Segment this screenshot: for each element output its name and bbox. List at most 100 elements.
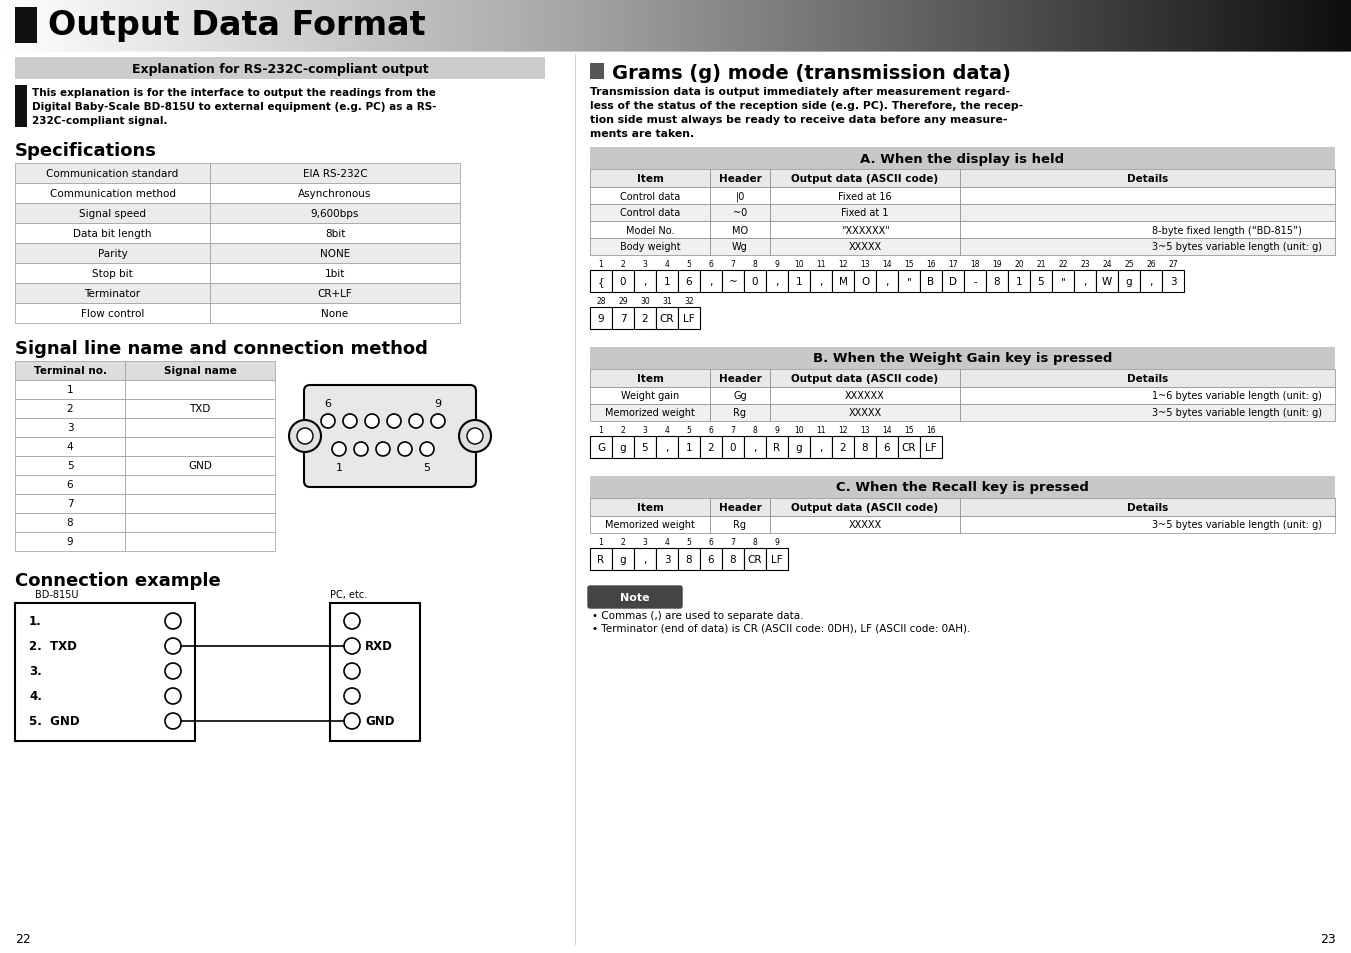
- Bar: [711, 239, 770, 255]
- Text: Details: Details: [1127, 374, 1169, 384]
- Bar: [15, 184, 209, 204]
- Text: 3: 3: [643, 537, 647, 546]
- Text: Connection example: Connection example: [15, 572, 220, 589]
- Text: XXXXXX: XXXXXX: [846, 391, 885, 401]
- Text: 1: 1: [598, 426, 604, 435]
- Text: 13: 13: [861, 260, 870, 269]
- Bar: [1008, 271, 1029, 293]
- Text: 1: 1: [663, 276, 670, 287]
- Bar: [590, 239, 711, 255]
- Text: 1: 1: [796, 276, 802, 287]
- Bar: [961, 170, 1335, 188]
- Text: C. When the Recall key is pressed: C. When the Recall key is pressed: [836, 481, 1089, 494]
- Text: 21: 21: [1036, 260, 1046, 269]
- Text: Memorized weight: Memorized weight: [605, 520, 694, 530]
- Bar: [634, 548, 657, 571]
- Bar: [209, 304, 459, 324]
- Bar: [678, 308, 700, 330]
- Text: Item: Item: [636, 502, 663, 513]
- Text: 8: 8: [730, 555, 736, 564]
- Bar: [590, 308, 612, 330]
- Text: ,: ,: [1084, 276, 1086, 287]
- Text: D: D: [948, 276, 957, 287]
- Text: CR: CR: [659, 314, 674, 324]
- Text: Control data: Control data: [620, 192, 680, 201]
- Text: 3~5 bytes variable length (unit: g): 3~5 bytes variable length (unit: g): [1151, 242, 1321, 253]
- Bar: [634, 308, 657, 330]
- Text: 3: 3: [66, 423, 73, 433]
- Text: CR: CR: [901, 442, 916, 453]
- Text: 8: 8: [66, 518, 73, 528]
- Circle shape: [345, 663, 359, 679]
- Text: 22: 22: [15, 932, 31, 945]
- Text: |0: |0: [735, 191, 744, 201]
- Text: XXXXX: XXXXX: [848, 408, 882, 418]
- Bar: [590, 388, 711, 405]
- Text: 8: 8: [862, 442, 869, 453]
- Text: 9: 9: [435, 398, 442, 409]
- Text: Output Data Format: Output Data Format: [49, 10, 426, 43]
- Text: 6: 6: [686, 276, 692, 287]
- Text: 1.: 1.: [28, 615, 42, 628]
- Bar: [126, 399, 276, 418]
- Bar: [209, 184, 459, 204]
- Text: ,: ,: [665, 442, 669, 453]
- Text: 7: 7: [731, 537, 735, 546]
- Text: Item: Item: [636, 173, 663, 184]
- Bar: [711, 498, 770, 517]
- Text: ,: ,: [775, 276, 778, 287]
- Bar: [1052, 271, 1074, 293]
- Bar: [612, 308, 634, 330]
- Text: 8: 8: [753, 260, 758, 269]
- Text: 8: 8: [994, 276, 1000, 287]
- Text: 28: 28: [596, 296, 605, 306]
- Text: 25: 25: [1124, 260, 1133, 269]
- Text: XXXXX: XXXXX: [848, 242, 882, 253]
- Bar: [961, 517, 1335, 534]
- Bar: [788, 271, 811, 293]
- Text: ,: ,: [819, 442, 823, 453]
- Bar: [832, 271, 854, 293]
- Bar: [209, 264, 459, 284]
- Circle shape: [459, 420, 490, 453]
- Text: ": ": [907, 276, 912, 287]
- Text: 1: 1: [598, 537, 604, 546]
- Text: 13: 13: [861, 426, 870, 435]
- Text: 9,600bps: 9,600bps: [311, 209, 359, 219]
- Bar: [15, 204, 209, 224]
- Text: 22: 22: [1058, 260, 1067, 269]
- Bar: [678, 548, 700, 571]
- Bar: [711, 205, 770, 222]
- Text: Weight gain: Weight gain: [621, 391, 680, 401]
- Text: ": ": [1061, 276, 1066, 287]
- Text: {: {: [597, 276, 604, 287]
- Bar: [590, 170, 711, 188]
- Text: 9: 9: [774, 537, 780, 546]
- Text: Body weight: Body weight: [620, 242, 681, 253]
- Text: 1~6 bytes variable length (unit: g): 1~6 bytes variable length (unit: g): [1151, 391, 1321, 401]
- Circle shape: [365, 415, 380, 429]
- Circle shape: [343, 415, 357, 429]
- Text: ments are taken.: ments are taken.: [590, 129, 694, 139]
- Bar: [15, 284, 209, 304]
- Text: 11: 11: [816, 426, 825, 435]
- Circle shape: [322, 415, 335, 429]
- Circle shape: [345, 688, 359, 704]
- Text: 0: 0: [730, 442, 736, 453]
- Text: 7: 7: [620, 314, 627, 324]
- Text: TXD: TXD: [189, 404, 211, 414]
- Bar: [126, 418, 276, 437]
- Text: Specifications: Specifications: [15, 142, 157, 160]
- Bar: [15, 456, 126, 476]
- Text: This explanation is for the interface to output the readings from the: This explanation is for the interface to…: [32, 88, 436, 98]
- Bar: [15, 476, 126, 495]
- Bar: [634, 436, 657, 458]
- Bar: [961, 388, 1335, 405]
- Text: Transmission data is output immediately after measurement regard-: Transmission data is output immediately …: [590, 87, 1011, 97]
- Text: 1: 1: [598, 260, 604, 269]
- Text: 9: 9: [66, 537, 73, 547]
- Bar: [15, 58, 544, 80]
- Text: 1bit: 1bit: [324, 269, 346, 278]
- Text: Fixed at 16: Fixed at 16: [838, 192, 892, 201]
- Text: ,: ,: [754, 442, 757, 453]
